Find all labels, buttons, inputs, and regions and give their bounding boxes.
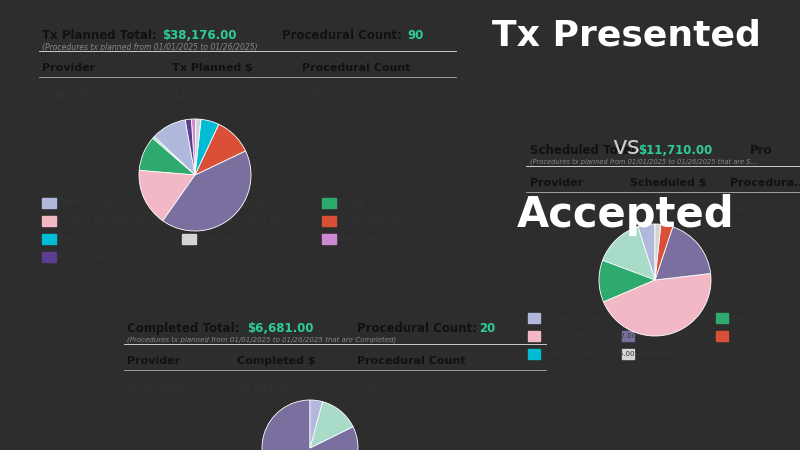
Wedge shape — [191, 119, 196, 175]
Text: Procedura...: Procedura... — [730, 178, 800, 188]
Bar — [528, 331, 540, 341]
Wedge shape — [655, 224, 673, 280]
Text: Exams & Xrays ($3904.00): Exams & Xrays ($3904.00) — [59, 198, 162, 207]
Bar — [528, 349, 540, 359]
Bar — [42, 198, 56, 208]
Wedge shape — [599, 261, 655, 302]
Wedge shape — [602, 227, 655, 280]
Text: $38,176.00: $38,176.00 — [162, 29, 237, 42]
Wedge shape — [655, 224, 661, 280]
Text: Fillin...: Fillin... — [731, 315, 754, 321]
Bar — [622, 313, 634, 323]
Bar — [622, 349, 634, 359]
Text: $11,710.00: $11,710.00 — [630, 205, 690, 215]
Text: Procedural Count:: Procedural Count: — [282, 29, 402, 42]
Bar — [182, 216, 196, 226]
Text: 20: 20 — [479, 322, 495, 335]
Text: vs: vs — [612, 135, 640, 159]
Wedge shape — [310, 402, 353, 448]
Text: Completed Total:: Completed Total: — [127, 322, 239, 335]
Bar — [322, 198, 336, 208]
Wedge shape — [195, 119, 201, 175]
Text: Tx Planned Total:: Tx Planned Total: — [42, 29, 157, 42]
Text: Procedural Count:: Procedural Count: — [357, 322, 477, 335]
Text: Oral Surgery ($474.00): Oral Surgery ($474.00) — [543, 315, 624, 321]
Bar — [528, 313, 540, 323]
Wedge shape — [162, 151, 251, 231]
Text: Perio ($1730.00): Perio ($1730.00) — [637, 333, 696, 339]
Bar — [42, 216, 56, 226]
Text: Implants ($15975.00): Implants ($15975.00) — [199, 216, 282, 225]
Text: Pro: Pro — [750, 144, 773, 157]
Text: Ortho ($4180.00): Ortho ($4180.00) — [339, 216, 406, 225]
Text: Provider: Provider — [42, 63, 95, 73]
Text: Shah, Nilay: Shah, Nilay — [530, 205, 589, 215]
Bar — [622, 331, 634, 341]
Text: Perio ($2006.00): Perio ($2006.00) — [59, 234, 123, 243]
Text: (Procedures tx planned from 01/01/2025 to 01/26/2025): (Procedures tx planned from 01/01/2025 t… — [42, 43, 258, 52]
Text: Shah, Nilay: Shah, Nilay — [42, 90, 101, 100]
Wedge shape — [262, 400, 358, 450]
Bar — [182, 198, 196, 208]
Text: Implants ($1380.00): Implants ($1380.00) — [637, 315, 709, 321]
Wedge shape — [153, 137, 195, 175]
Wedge shape — [139, 138, 195, 175]
Bar — [716, 331, 728, 341]
Text: Provider: Provider — [530, 178, 583, 188]
Text: 90: 90 — [407, 29, 423, 42]
Wedge shape — [655, 227, 710, 280]
Text: $6,681.00: $6,681.00 — [247, 322, 314, 335]
Text: Procedural Count: Procedural Count — [357, 356, 466, 366]
Text: Exams & Xrays ($1166.00): Exams & Xrays ($1166.00) — [543, 351, 638, 357]
Bar — [322, 216, 336, 226]
Text: $11,710.00: $11,710.00 — [638, 144, 712, 157]
Wedge shape — [638, 224, 655, 280]
Text: Tx Presented: Tx Presented — [491, 18, 761, 52]
Wedge shape — [195, 124, 246, 175]
Text: Rar...: Rar... — [731, 333, 749, 339]
Wedge shape — [186, 119, 195, 175]
Text: (Procedures tx planned from 01/01/2025 to 01/26/2025 that are S...: (Procedures tx planned from 01/01/2025 t… — [530, 158, 757, 165]
Text: 45: 45 — [735, 205, 748, 215]
Text: $38,176.00: $38,176.00 — [172, 90, 231, 100]
Bar — [42, 234, 56, 244]
Wedge shape — [195, 119, 218, 175]
Bar — [182, 234, 196, 244]
Wedge shape — [310, 400, 322, 448]
Text: Procedural Count: Procedural Count — [302, 63, 410, 73]
Text: Scheduled Total:: Scheduled Total: — [530, 144, 640, 157]
Wedge shape — [154, 120, 195, 175]
Text: $6,681.00: $6,681.00 — [237, 383, 290, 393]
Text: Completed $: Completed $ — [237, 356, 316, 366]
Text: Accepted: Accepted — [517, 194, 735, 235]
Wedge shape — [603, 274, 711, 336]
Text: Fillings ($3840.00): Fillings ($3840.00) — [339, 198, 410, 207]
Text: Dentures ($578.00): Dentures ($578.00) — [199, 234, 274, 243]
Text: Tx Planned $: Tx Planned $ — [172, 63, 253, 73]
Text: Provider: Provider — [127, 356, 180, 366]
Bar — [322, 234, 336, 244]
Text: Crown & Bridge ($4367.00): Crown & Bridge ($4367.00) — [543, 333, 639, 339]
Text: Preventive ($240.00): Preventive ($240.00) — [199, 198, 280, 207]
Bar — [42, 252, 56, 262]
Text: Scheduled $: Scheduled $ — [630, 178, 706, 188]
Bar — [716, 313, 728, 323]
Text: (Procedures tx planned from 01/01/2025 to 01/26/2025 that are Completed): (Procedures tx planned from 01/01/2025 t… — [127, 336, 396, 342]
Text: Shah, Nilay: Shah, Nilay — [127, 383, 186, 393]
Text: 90: 90 — [310, 90, 323, 100]
Text: Rarely Used ($660.00): Rarely Used ($660.00) — [59, 252, 145, 261]
Wedge shape — [139, 171, 195, 221]
Text: Oral Surgery ($474.00): Oral Surgery ($474.00) — [339, 234, 427, 243]
Text: Preventive ($161.00): Preventive ($161.00) — [637, 351, 711, 357]
Text: Crown & Bridge ($6319.00): Crown & Bridge ($6319.00) — [59, 216, 164, 225]
Text: 20: 20 — [367, 383, 380, 393]
